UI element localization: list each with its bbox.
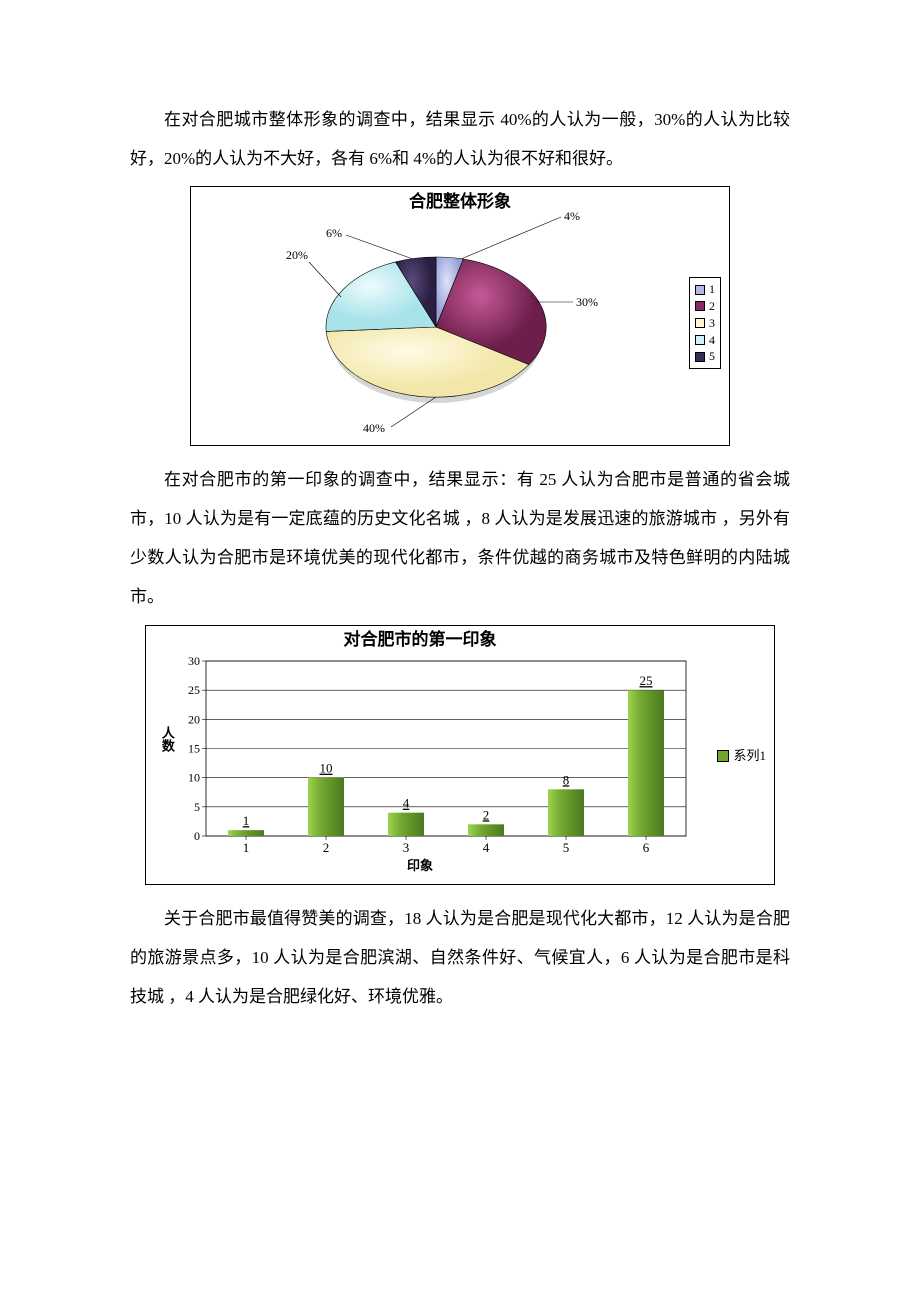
pie-legend-swatch (695, 301, 705, 311)
svg-text:5: 5 (194, 799, 200, 813)
bar-chart-svg: 05101520253011102432485256 (146, 626, 776, 886)
bar (388, 812, 424, 835)
paragraph-1: 在对合肥城市整体形象的调查中，结果显示 40%的人认为一般，30%的人认为比较好… (130, 100, 790, 178)
pie-legend-swatch (695, 318, 705, 328)
pie-legend-swatch (695, 352, 705, 362)
bar-value-label: 10 (320, 760, 333, 775)
bar-value-label: 8 (563, 772, 570, 787)
pie-chart-svg: 4% 30% 40% 20% 6% (191, 187, 731, 447)
bar-legend: 系列1 (717, 741, 766, 771)
pie-legend-label: 1 (709, 281, 715, 298)
bar-value-label: 4 (403, 795, 410, 810)
pie-legend-label: 4 (709, 332, 715, 349)
bar-value-label: 1 (243, 813, 250, 828)
pie-label-2: 30% (576, 295, 598, 309)
pie-label-1: 4% (564, 209, 580, 223)
svg-text:0: 0 (194, 829, 200, 843)
bar-ylabel: 人数 (152, 726, 182, 752)
bar (228, 830, 264, 836)
pie-legend-item: 5 (695, 348, 715, 365)
pie-legend-label: 2 (709, 298, 715, 315)
paragraph-3: 关于合肥市最值得赞美的调查，18 人认为是合肥是现代化大都市，12 人认为是合肥… (130, 899, 790, 1016)
pie-legend-item: 2 (695, 298, 715, 315)
bar-legend-label: 系列1 (733, 741, 766, 771)
pie-legend-item: 1 (695, 281, 715, 298)
bar-value-label: 2 (483, 807, 490, 822)
svg-text:20: 20 (188, 712, 200, 726)
pie-legend: 1 2 3 4 5 (689, 277, 721, 369)
pie-label-5: 6% (326, 226, 342, 240)
bar-chart-frame: 对合肥市的第一印象 05101520253011102432485256 人数 … (145, 625, 775, 885)
paragraph-2: 在对合肥市的第一印象的调查中，结果显示：有 25 人认为合肥市是普通的省会城市，… (130, 460, 790, 616)
svg-text:30: 30 (188, 654, 200, 668)
bar-legend-swatch (717, 750, 729, 762)
bar (468, 824, 504, 836)
pie-legend-label: 3 (709, 315, 715, 332)
svg-text:10: 10 (188, 770, 200, 784)
pie-legend-item: 4 (695, 332, 715, 349)
bar (628, 690, 664, 836)
svg-text:15: 15 (188, 741, 200, 755)
pie-label-3: 40% (363, 421, 385, 435)
pie-legend-swatch (695, 285, 705, 295)
pie-legend-label: 5 (709, 348, 715, 365)
bar-value-label: 25 (640, 673, 653, 688)
bar (548, 789, 584, 836)
pie-legend-swatch (695, 335, 705, 345)
pie-legend-item: 3 (695, 315, 715, 332)
bar (308, 777, 344, 835)
bar-xlabel: 印象 (146, 851, 694, 881)
svg-text:25: 25 (188, 683, 200, 697)
pie-label-4: 20% (286, 248, 308, 262)
pie-chart-frame: 合肥整体形象 4% 30% 40% 20% 6% (190, 186, 730, 446)
